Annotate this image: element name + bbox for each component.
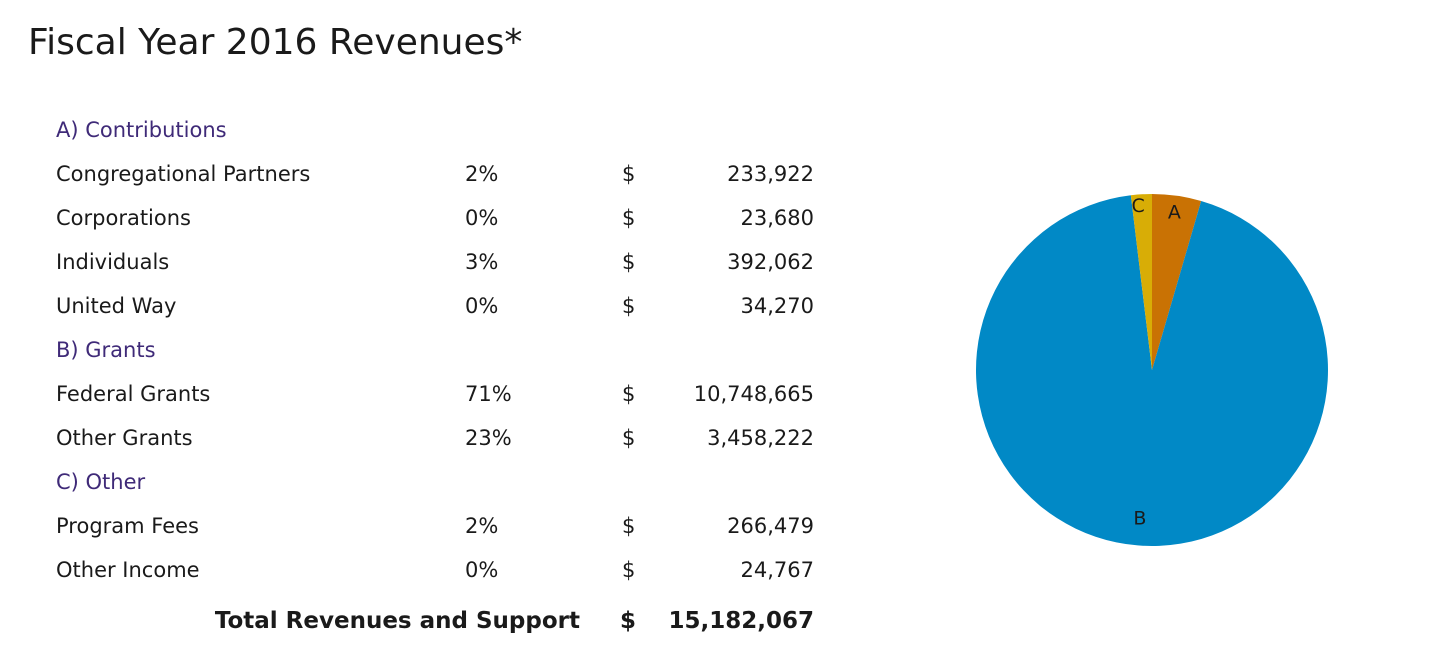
section-header: A) Contributions <box>0 108 860 152</box>
row-amount: 392,062 <box>727 250 814 274</box>
row-amount: 3,458,222 <box>707 426 814 450</box>
row-label: Federal Grants <box>56 382 211 406</box>
row-currency: $ <box>622 294 636 318</box>
row-percent: 0% <box>465 294 499 318</box>
row-percent: 2% <box>465 514 499 538</box>
row-currency: $ <box>622 206 636 230</box>
row-amount: 23,680 <box>740 206 814 230</box>
table-row: Federal Grants 71% $10,748,665 <box>0 372 860 416</box>
pie-slice-a <box>1152 194 1202 370</box>
page-title: Fiscal Year 2016 Revenues* <box>28 22 523 63</box>
pie-label-a: A <box>1168 202 1181 224</box>
section-label: C) Other <box>56 470 146 494</box>
row-amount: 34,270 <box>740 294 814 318</box>
row-currency: $ <box>622 162 636 186</box>
pie-slice-b <box>976 195 1328 546</box>
row-label: Individuals <box>56 250 170 274</box>
row-percent: 71% <box>465 382 512 406</box>
row-currency: $ <box>622 382 636 406</box>
row-label: Other Income <box>56 558 200 582</box>
row-label: Congregational Partners <box>56 162 311 186</box>
row-label: United Way <box>56 294 177 318</box>
row-label: Program Fees <box>56 514 199 538</box>
row-label: Corporations <box>56 206 191 230</box>
row-currency: $ <box>622 514 636 538</box>
table-row: Program Fees 2% $266,479 <box>0 504 860 548</box>
row-currency: $ <box>622 558 636 582</box>
row-percent: 3% <box>465 250 499 274</box>
total-currency: $ <box>620 608 637 634</box>
row-currency: $ <box>622 250 636 274</box>
table-row: Other Grants 23% $3,458,222 <box>0 416 860 460</box>
row-label: Other Grants <box>56 426 193 450</box>
table-row: Congregational Partners 2% $233,922 <box>0 152 860 196</box>
total-row: Total Revenues and Support $ 15,182,067 <box>0 600 860 648</box>
row-currency: $ <box>622 426 636 450</box>
total-amount: 15,182,067 <box>668 608 814 634</box>
section-label: B) Grants <box>56 338 156 362</box>
row-percent: 0% <box>465 558 499 582</box>
table-row: Corporations 0% $23,680 <box>0 196 860 240</box>
table-row: Other Income 0% $24,767 <box>0 548 860 592</box>
revenue-pie-chart: A B C <box>960 178 1344 562</box>
total-label: Total Revenues and Support <box>214 608 580 634</box>
pie-label-b: B <box>1133 508 1146 530</box>
row-percent: 0% <box>465 206 499 230</box>
table-row: United Way 0% $34,270 <box>0 284 860 328</box>
row-amount: 266,479 <box>727 514 814 538</box>
section-header: B) Grants <box>0 328 860 372</box>
row-amount: 24,767 <box>740 558 814 582</box>
row-amount: 10,748,665 <box>693 382 814 406</box>
pie-slice-c <box>1130 194 1152 370</box>
section-header: C) Other <box>0 460 860 504</box>
row-amount: 233,922 <box>727 162 814 186</box>
pie-chart-svg: A B C <box>976 194 1328 546</box>
revenue-table: A) Contributions Congregational Partners 2… <box>0 108 860 592</box>
row-percent: 2% <box>465 162 499 186</box>
pie-label-c: C <box>1132 195 1145 217</box>
table-row: Individuals 3% $392,062 <box>0 240 860 284</box>
section-label: A) Contributions <box>56 118 227 142</box>
row-percent: 23% <box>465 426 512 450</box>
